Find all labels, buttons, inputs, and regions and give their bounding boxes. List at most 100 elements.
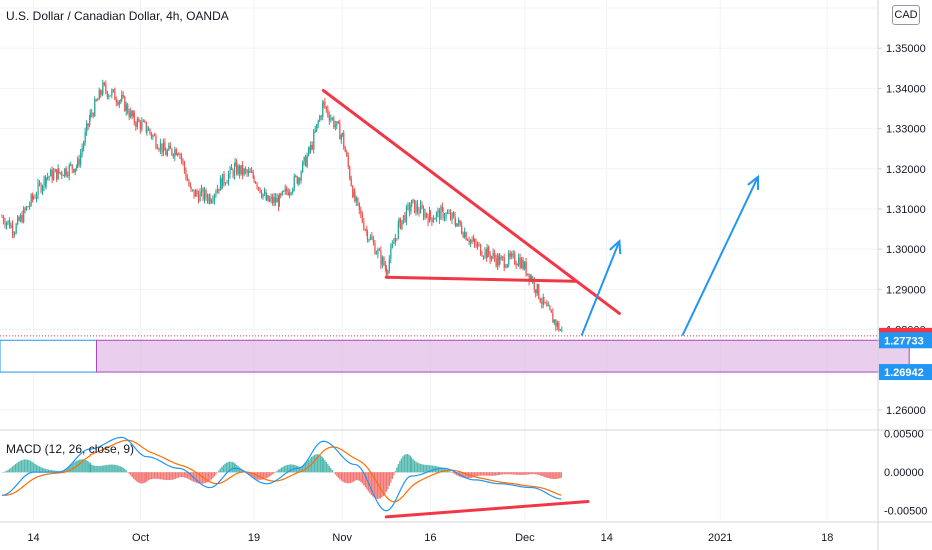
candle-body bbox=[297, 178, 299, 184]
candle-body bbox=[142, 121, 144, 122]
candle-body bbox=[18, 217, 20, 221]
candle-body bbox=[152, 135, 154, 138]
candle-body bbox=[112, 89, 114, 91]
candle-body bbox=[354, 191, 356, 202]
macd-histogram-bar bbox=[281, 467, 283, 473]
candle-body bbox=[292, 189, 294, 193]
candle-body bbox=[240, 165, 242, 175]
candle-body bbox=[281, 191, 283, 196]
macd-histogram-bar bbox=[225, 462, 228, 473]
candle-body bbox=[189, 185, 192, 187]
macd-histogram-bar bbox=[472, 472, 474, 478]
macd-histogram-bar bbox=[116, 465, 118, 473]
candle-body bbox=[374, 242, 376, 255]
macd-histogram-bar bbox=[173, 472, 175, 480]
macd-histogram-bar bbox=[375, 472, 377, 499]
candle-body bbox=[317, 121, 319, 125]
macd-histogram-bar bbox=[279, 468, 281, 473]
macd-histogram-bar bbox=[150, 472, 153, 480]
time-tick-label: 14 bbox=[601, 532, 613, 544]
macd-histogram-bar bbox=[348, 472, 350, 484]
macd-histogram-bar bbox=[529, 472, 531, 475]
candle-body bbox=[483, 256, 485, 258]
macd-histogram-bar bbox=[142, 472, 144, 484]
macd-histogram-bar bbox=[136, 472, 138, 482]
macd-histogram-bar bbox=[408, 454, 410, 473]
candle-body bbox=[347, 155, 349, 167]
chart-title: U.S. Dollar / Canadian Dollar, 4h, OANDA bbox=[6, 9, 229, 23]
candle-body bbox=[518, 257, 520, 265]
candle-body bbox=[363, 222, 365, 230]
macd-histogram-bar bbox=[82, 459, 84, 473]
macd-histogram-bar bbox=[197, 472, 199, 484]
macd-histogram-bar bbox=[165, 472, 168, 481]
macd-histogram-bar bbox=[372, 472, 374, 497]
candle-body bbox=[561, 329, 563, 331]
macd-histogram-bar bbox=[300, 466, 302, 473]
candle-body bbox=[378, 249, 381, 251]
candle-body bbox=[180, 155, 183, 160]
macd-histogram-bar bbox=[490, 472, 492, 476]
macd-histogram-bar bbox=[103, 465, 105, 473]
candle-body bbox=[344, 147, 346, 153]
time-tick-label: 14 bbox=[27, 532, 39, 544]
candle-body bbox=[477, 244, 479, 247]
macd-histogram-bar bbox=[77, 460, 79, 473]
candle-body bbox=[174, 149, 176, 157]
macd-histogram-bar bbox=[334, 472, 336, 475]
candle-body bbox=[242, 165, 244, 175]
candle-body bbox=[209, 195, 211, 203]
macd-pane bbox=[0, 429, 932, 519]
macd-histogram-bar bbox=[461, 472, 464, 478]
candle-body bbox=[117, 102, 119, 105]
candle-body bbox=[64, 168, 66, 177]
candle-body bbox=[97, 99, 99, 101]
macd-label: MACD (12, 26, close, 9) bbox=[6, 442, 135, 456]
macd-histogram-bar bbox=[391, 472, 393, 479]
price-label-text: 1.27733 bbox=[884, 335, 924, 347]
candle-body bbox=[269, 199, 271, 202]
candle-body bbox=[101, 93, 103, 95]
price-label-badge bbox=[879, 332, 932, 349]
macd-histogram-bar bbox=[321, 456, 323, 473]
candle-body bbox=[14, 233, 16, 235]
candle-body bbox=[193, 189, 195, 197]
macd-histogram-bar bbox=[421, 464, 423, 473]
macd-histogram-bar bbox=[499, 472, 501, 475]
macd-histogram-bar bbox=[31, 461, 33, 473]
candle-body bbox=[324, 101, 326, 107]
macd-histogram-bar bbox=[485, 472, 488, 476]
candle-body bbox=[192, 189, 194, 191]
macd-histogram-bar bbox=[556, 472, 558, 479]
candle-body bbox=[201, 188, 203, 192]
candle-body bbox=[435, 212, 438, 219]
currency-button[interactable]: CAD bbox=[892, 5, 920, 25]
macd-histogram-bar bbox=[418, 463, 420, 473]
price-label-text: 1.26942 bbox=[884, 367, 924, 379]
candle-body bbox=[380, 250, 382, 265]
candle-body bbox=[102, 82, 104, 94]
candle-body bbox=[333, 118, 335, 127]
macd-histogram-bar bbox=[557, 472, 559, 479]
macd-histogram-bar bbox=[325, 462, 327, 473]
candle-body bbox=[80, 153, 82, 165]
macd-histogram-bar bbox=[143, 472, 145, 484]
candle-body bbox=[177, 153, 180, 155]
candle-body bbox=[528, 273, 530, 281]
macd-histogram-bar bbox=[137, 472, 139, 483]
candle-body bbox=[415, 204, 417, 213]
candle-body bbox=[17, 217, 19, 225]
macd-histogram-bar bbox=[273, 472, 275, 474]
candle-body bbox=[68, 164, 70, 176]
macd-histogram-bar bbox=[215, 472, 217, 475]
candle-body bbox=[437, 210, 439, 213]
macd-histogram-bar bbox=[406, 454, 408, 473]
macd-histogram-bar bbox=[400, 458, 402, 473]
macd-histogram-bar bbox=[299, 466, 301, 473]
time-tick-label: Nov bbox=[332, 532, 352, 544]
candle-body bbox=[207, 197, 209, 202]
candle-body bbox=[243, 168, 245, 175]
macd-histogram-bar bbox=[403, 454, 405, 473]
candle-body bbox=[12, 224, 14, 234]
